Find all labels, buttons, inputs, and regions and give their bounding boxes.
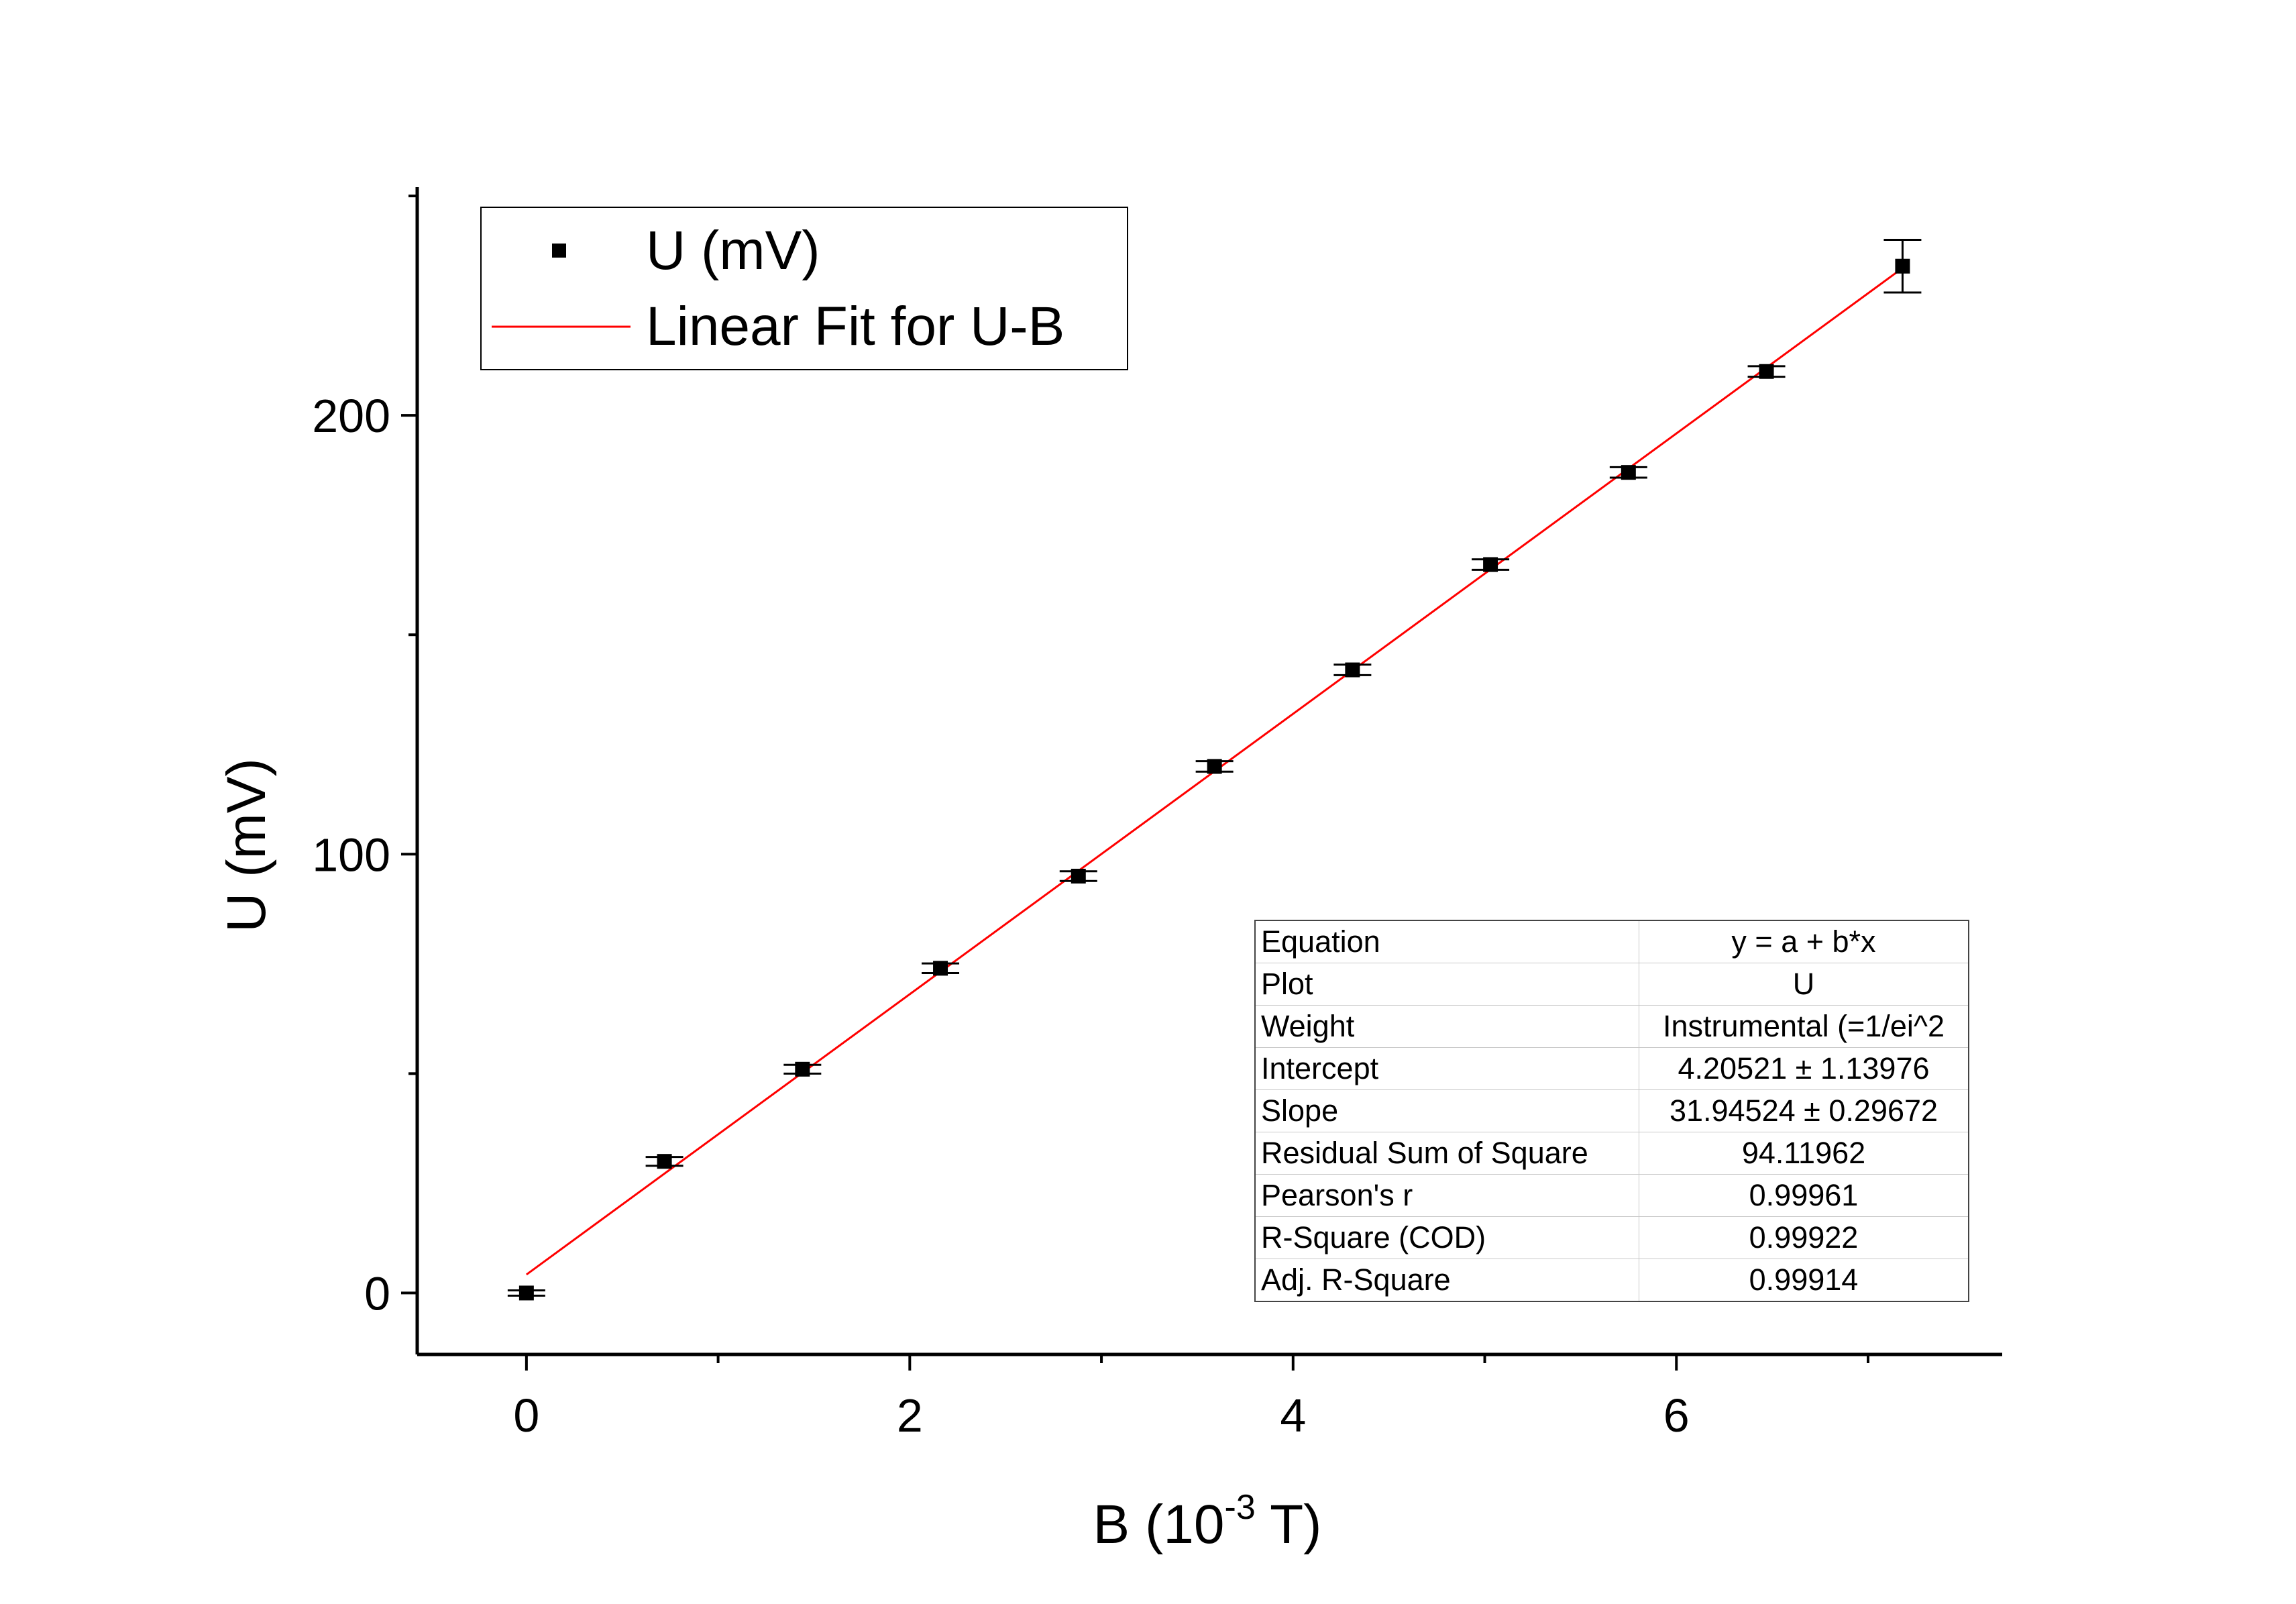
fit-table-row: Pearson's r 0.99961 (1254, 1174, 1969, 1217)
fit-table-value: 94.11962 (1639, 1132, 1969, 1175)
fit-table-row: Residual Sum of Square 94.11962 (1254, 1132, 1969, 1175)
data-marker (1759, 364, 1774, 379)
y-tick-label: 0 (364, 1267, 390, 1320)
data-marker (933, 961, 948, 976)
fit-table-value: 0.99922 (1639, 1216, 1969, 1259)
legend: U (mV) Linear Fit for U-B (480, 207, 1128, 370)
fit-results-table: Equation y = a + b*x Plot U Weight Instrument… (1254, 920, 1969, 1302)
axes: 0 2 4 6 0 100 200 (312, 187, 2002, 1442)
data-point (1609, 465, 1647, 480)
fit-table-row: Equation y = a + b*x (1254, 920, 1969, 963)
fit-table-label: Residual Sum of Square (1254, 1132, 1639, 1175)
fit-table-label: Adj. R-Square (1254, 1259, 1639, 1302)
data-marker (1483, 557, 1498, 572)
x-axis-label: B (10-3 T) (1093, 1488, 1322, 1555)
fit-table-row: Plot U (1254, 963, 1969, 1006)
fit-table-value: Instrumental (=1/ei^2 (1639, 1005, 1969, 1048)
data-point (783, 1061, 822, 1077)
data-point (507, 1285, 545, 1301)
fit-table-row: Intercept 4.20521 ± 1.13976 (1254, 1047, 1969, 1090)
fit-table-label: Intercept (1254, 1047, 1639, 1090)
data-marker (1345, 662, 1360, 678)
fit-table-label: Pearson's r (1254, 1174, 1639, 1217)
fit-table-label: Equation (1254, 920, 1639, 963)
data-marker (1207, 759, 1222, 774)
fit-table-row: Slope 31.94524 ± 0.29672 (1254, 1089, 1969, 1132)
data-marker (795, 1061, 810, 1077)
x-tick-label: 6 (1663, 1389, 1690, 1442)
data-point (1195, 759, 1234, 774)
fit-table-label: R-Square (COD) (1254, 1216, 1639, 1259)
data-marker (1621, 465, 1636, 480)
fit-table-row: Adj. R-Square 0.99914 (1254, 1259, 1969, 1302)
x-tick-label: 2 (897, 1389, 923, 1442)
data-marker (518, 1285, 534, 1301)
data-point (1747, 364, 1786, 379)
fit-table-value: U (1639, 963, 1969, 1006)
data-marker (1895, 258, 1910, 274)
fit-table-label: Plot (1254, 963, 1639, 1006)
data-point (1333, 662, 1372, 678)
fit-table-value: y = a + b*x (1639, 920, 1969, 963)
y-tick-label: 100 (312, 828, 390, 881)
data-point (922, 961, 960, 976)
fit-table-value: 0.99961 (1639, 1174, 1969, 1217)
legend-label-data: U (mV) (646, 220, 820, 281)
data-marker (1071, 868, 1086, 884)
fit-table-value: 0.99914 (1639, 1259, 1969, 1302)
data-point (1472, 557, 1510, 572)
fit-table-row: R-Square (COD) 0.99922 (1254, 1216, 1969, 1259)
fit-table-label: Slope (1254, 1089, 1639, 1132)
fit-table-value: 31.94524 ± 0.29672 (1639, 1089, 1969, 1132)
y-axis-label: U (mV) (216, 758, 277, 932)
data-point (1883, 238, 1922, 294)
point-layer (507, 238, 1922, 1301)
data-point (1059, 868, 1097, 884)
legend-marker-square (552, 244, 566, 258)
data-point (645, 1154, 684, 1169)
legend-label-fit: Linear Fit for U-B (646, 296, 1064, 357)
fit-table-label: Weight (1254, 1005, 1639, 1048)
data-marker (657, 1154, 672, 1169)
x-tick-label: 0 (513, 1389, 539, 1442)
fit-table-value: 4.20521 ± 1.13976 (1639, 1047, 1969, 1090)
x-tick-label: 4 (1280, 1389, 1306, 1442)
fit-table-row: Weight Instrumental (=1/ei^2 (1254, 1005, 1969, 1048)
legend-box (480, 207, 1128, 370)
y-tick-label: 200 (312, 390, 390, 442)
